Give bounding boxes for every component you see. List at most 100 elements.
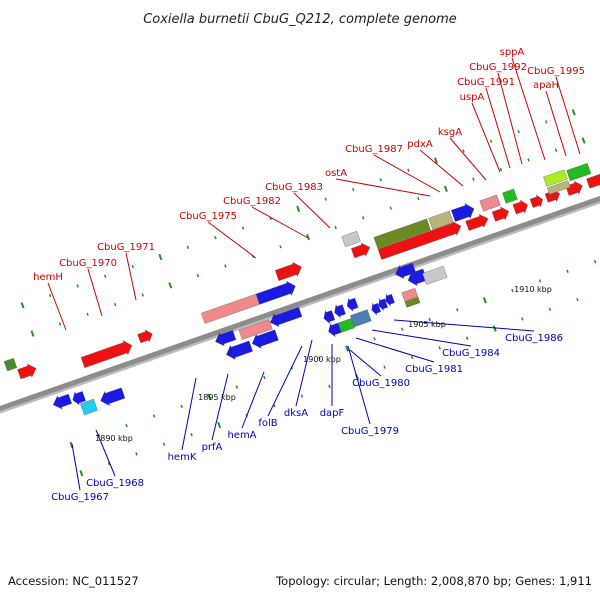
scale-tick	[190, 433, 193, 437]
leader-line	[449, 137, 487, 181]
kbp-scale-label: 1890 kbp	[95, 434, 133, 443]
scale-tick	[517, 129, 520, 134]
reverse-gene-label: prfA	[202, 442, 223, 453]
gene-feature	[451, 203, 475, 222]
leader-line	[125, 252, 137, 301]
gene-feature	[72, 391, 86, 406]
leader-line	[545, 90, 567, 157]
scale-tick	[141, 293, 144, 297]
gene-arrow-reverse	[100, 387, 126, 406]
gene-arrow-reverse	[371, 302, 382, 316]
scale-tick	[472, 177, 475, 181]
scale-tick	[410, 355, 414, 360]
reverse-gene-label: CbuG_1986	[505, 333, 563, 344]
leader-line	[251, 206, 309, 239]
scale-tick	[581, 137, 586, 144]
forward-gene-label: CbuG_1975	[179, 211, 237, 222]
scale-tick	[538, 279, 542, 283]
gene-arrow-forward	[80, 340, 133, 368]
gene-feature	[328, 322, 342, 338]
gene-box	[547, 180, 571, 195]
gene-arrow-forward	[351, 242, 371, 259]
kbp-scale-label: 1905 kbp	[408, 320, 446, 329]
scale-tick	[328, 384, 331, 389]
reverse-gene-label: dapF	[320, 408, 345, 419]
gene-arrow-reverse	[251, 329, 279, 349]
gene-feature	[350, 309, 372, 328]
gene-arrow-forward	[465, 214, 489, 231]
gene-arrow-forward	[275, 261, 302, 281]
forward-gene-label: sppA	[500, 47, 525, 58]
gene-feature	[80, 340, 133, 368]
gene-arrow-reverse	[334, 304, 346, 319]
gene-feature	[512, 199, 528, 215]
scale-tick	[373, 337, 376, 341]
scale-tick	[383, 365, 386, 369]
gene-box	[373, 218, 431, 249]
accession-text: Accession: NC_011527	[8, 574, 139, 588]
gene-arrow-reverse	[72, 391, 86, 406]
gene-box	[404, 296, 421, 308]
gene-feature	[334, 304, 346, 319]
reverse-gene-label: CbuG_1980	[352, 378, 410, 389]
leader-line	[511, 57, 546, 161]
scale-tick	[389, 206, 392, 210]
scale-tick	[527, 158, 530, 162]
scale-tick	[152, 414, 156, 418]
scale-tick	[417, 196, 420, 201]
forward-gene-label: CbuG_1970	[59, 258, 117, 269]
scale-tick	[214, 236, 217, 240]
leader-line	[355, 337, 435, 363]
leader-line	[393, 319, 535, 332]
gene-box	[479, 194, 501, 212]
gene-box	[502, 188, 518, 204]
scale-tick	[489, 139, 493, 143]
leader-line	[485, 87, 511, 169]
scale-tick	[499, 167, 503, 172]
gene-feature	[401, 287, 419, 302]
gene-feature	[215, 330, 237, 347]
gene-arrow-reverse	[226, 340, 253, 360]
gene-arrow-forward	[377, 220, 462, 260]
scale-tick	[466, 336, 469, 340]
gene-feature	[80, 398, 98, 416]
gene-feature	[351, 242, 371, 259]
scale-tick	[306, 233, 311, 241]
gene-feature	[52, 393, 72, 410]
reverse-gene-label: CbuG_1984	[442, 348, 500, 359]
leader-line	[335, 178, 431, 197]
map-title: Coxiella burnetii CbuG_Q212, complete ge…	[143, 12, 457, 27]
gene-feature	[529, 194, 543, 208]
gene-feature	[275, 261, 302, 281]
reverse-gene-label: CbuG_1967	[51, 492, 109, 503]
gene-feature	[479, 194, 501, 212]
reverse-gene-label: CbuG_1979	[341, 426, 399, 437]
gene-feature	[395, 262, 417, 279]
scale-tick	[407, 168, 410, 172]
gene-feature	[238, 319, 273, 340]
reverse-gene-label: hemK	[168, 452, 197, 463]
gene-feature	[465, 214, 489, 231]
gene-feature	[373, 218, 431, 249]
scale-tick	[86, 312, 89, 316]
scale-tick	[107, 461, 111, 466]
forward-gene-label: CbuG_1987	[345, 144, 403, 155]
kbp-scale-label: 1895 kbp	[198, 393, 236, 402]
gene-box	[566, 163, 592, 182]
scale-tick	[207, 393, 212, 400]
leader-line	[371, 329, 472, 347]
forward-gene-label: pdxA	[407, 139, 433, 150]
genome-backbone	[0, 195, 600, 414]
kbp-scale-label: 1910 kbp	[514, 285, 552, 294]
scale-tick	[162, 442, 166, 446]
forward-gene-label: apaH	[533, 80, 559, 91]
leader-line	[497, 72, 523, 165]
reverse-gene-label: dksA	[284, 408, 308, 419]
scale-tick	[593, 259, 597, 264]
scale-tick	[113, 302, 117, 307]
gene-box	[341, 230, 361, 248]
scale-tick	[361, 216, 365, 220]
gene-arrow-forward	[491, 206, 510, 222]
reverse-gene-label: hemA	[227, 430, 256, 441]
